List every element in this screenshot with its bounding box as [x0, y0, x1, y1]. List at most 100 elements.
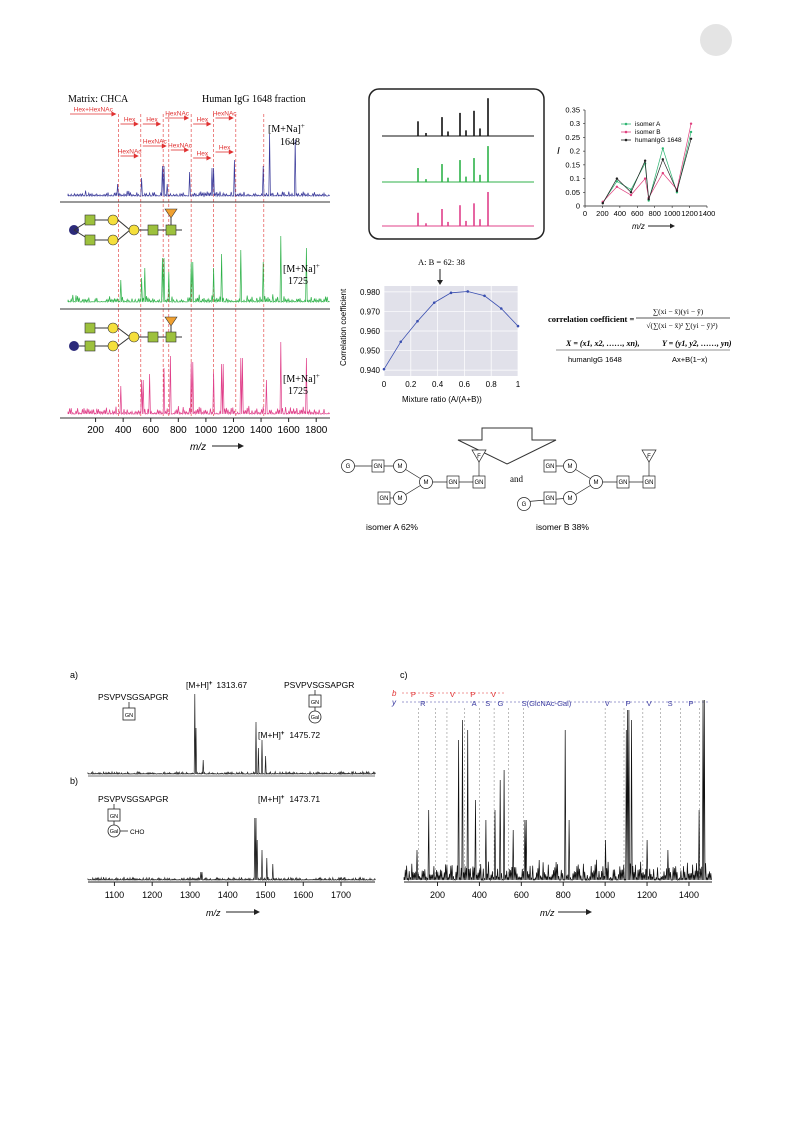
glycan-structure-bottom [69, 316, 182, 352]
isomer-a-structure: G GN M GN M M GN GN F [341, 449, 487, 505]
x-tick-label: 1200 [142, 890, 162, 900]
y-axis-ticks: 0.940 0.950 0.960 0.970 0.980 [360, 288, 381, 375]
x-tick-label: 800 [170, 425, 187, 436]
mass-mid: 1725 [288, 276, 308, 287]
data-point [675, 189, 679, 193]
mannose-icon [393, 459, 407, 473]
data-point [615, 180, 619, 183]
b-ion-label: S [429, 690, 434, 699]
fragment-ion-ladders: P S V P VR A S G S(GlcNAc-Gal) V P V S P [402, 690, 710, 880]
spectrum-b [87, 817, 376, 882]
y-ion-label: S [668, 699, 673, 708]
x-tick-label: 0 [382, 380, 387, 389]
mass-difference-label: HexNAc [143, 139, 168, 146]
peptide-sequence-b: PSVPVSGSAPGR [98, 794, 168, 804]
grid-lines [383, 286, 519, 376]
ion-label-top: [M+Na]+ [268, 122, 305, 135]
x-tick-label: 200 [87, 425, 104, 436]
fucose-icon [471, 449, 487, 463]
x-tick-label: 1200 [222, 425, 245, 436]
x-axis-arrow [648, 223, 675, 229]
y-ion-label: V [647, 699, 652, 708]
ion-b: [M+H]+ 1473.71 [258, 794, 320, 804]
legend-entry: isomer B [635, 129, 661, 136]
isomer-b-label: isomer B 38% [536, 522, 589, 532]
glcnac-icon [122, 707, 136, 721]
data-point [629, 191, 633, 194]
x-tick-label: 800 [648, 209, 661, 218]
data-point [629, 193, 633, 197]
data-point [689, 130, 693, 134]
mannose-icon [563, 491, 577, 505]
x-tick-label: 1400 [699, 209, 716, 218]
x-axis-arrow [226, 909, 260, 915]
data-point [661, 171, 665, 175]
x-axis-label: m/z [206, 908, 221, 918]
legend-entry: isomer A [635, 121, 661, 128]
formula-numerator: ∑(xi − x̄)(yi − ȳ) [653, 307, 704, 316]
mini-spectra [382, 98, 534, 227]
x-axis-label: m/z [540, 908, 555, 918]
data-point [416, 319, 419, 323]
spectrum-bottom [67, 341, 330, 416]
y-ion-label: R [420, 699, 426, 708]
msms-spectrum-c: c) b y P S V P VR A S G S(GlcNAc-Gal) V P V S P 200 40… [391, 670, 712, 918]
y-tick-label: 0.05 [565, 188, 580, 197]
mannose-icon [589, 475, 603, 489]
mass-bottom: 1725 [288, 386, 308, 397]
spectrum-middle [67, 235, 330, 304]
x-tick-label: 0.6 [459, 380, 471, 389]
panel-b-label: b) [70, 776, 78, 786]
glcnac-icon [543, 459, 557, 473]
residue-label: M [398, 464, 403, 470]
arrowhead [228, 115, 234, 121]
x-tick-label: 1400 [679, 890, 699, 900]
x-axis-ticks: 0 0.2 0.4 0.6 0.8 1 [382, 380, 521, 389]
data-point [643, 177, 647, 180]
residue-label: M [568, 464, 573, 470]
residue-label: GN [374, 464, 383, 470]
data-point [449, 291, 453, 295]
b-ion-letter: b [392, 689, 397, 698]
x-tick-label: 1000 [595, 890, 615, 900]
residue-label: G [346, 464, 351, 470]
isomer-b-structure: GN M G GN M M GN GN F [517, 449, 657, 511]
isomer-a-label: isomer A 62% [366, 522, 418, 532]
y-tick-label: 0.950 [360, 347, 381, 356]
x-tick-label: 1 [516, 380, 521, 389]
data-point [601, 202, 604, 205]
ion-a1: [M+H]+ 1313.67 [186, 680, 247, 690]
x-axis-arrow [558, 909, 592, 915]
data-point [432, 301, 436, 304]
arrowhead [111, 111, 117, 117]
mass-difference-label: Hex [219, 145, 231, 152]
legend-marker [624, 138, 628, 142]
y-ion-label: V [605, 699, 610, 708]
x-tick-label: 0.8 [486, 380, 498, 389]
y-axis-label: Correlation coefficient [339, 288, 348, 366]
data-point [466, 290, 470, 293]
y-tick-label: 0.1 [570, 174, 580, 183]
residue-label: GN [380, 496, 389, 502]
residue-label: M [594, 480, 599, 486]
ratio-arrow [437, 269, 443, 285]
glcnac-icon [616, 475, 630, 489]
arrowhead [156, 121, 162, 127]
b-ion-label: P [470, 690, 475, 699]
svg-text:GN: GN [311, 700, 319, 706]
data-point [647, 197, 650, 201]
formula-denominator: √(∑(xi − x̄)² ∑(yi − ȳ)²) [646, 321, 718, 330]
arrowhead [184, 115, 190, 121]
x-tick-label: 1200 [637, 890, 657, 900]
residue-label: G [522, 502, 527, 508]
x-tick-label: 400 [614, 209, 627, 218]
data-point [689, 137, 693, 140]
x-tick-label: 1800 [305, 425, 328, 436]
residue-label: F [647, 454, 651, 460]
residue-label: F [477, 454, 481, 460]
x-tick-label: 0.4 [432, 380, 444, 389]
svg-text:GN: GN [125, 713, 133, 719]
page-corner-marker [700, 24, 732, 56]
spectrum-a [87, 693, 376, 776]
